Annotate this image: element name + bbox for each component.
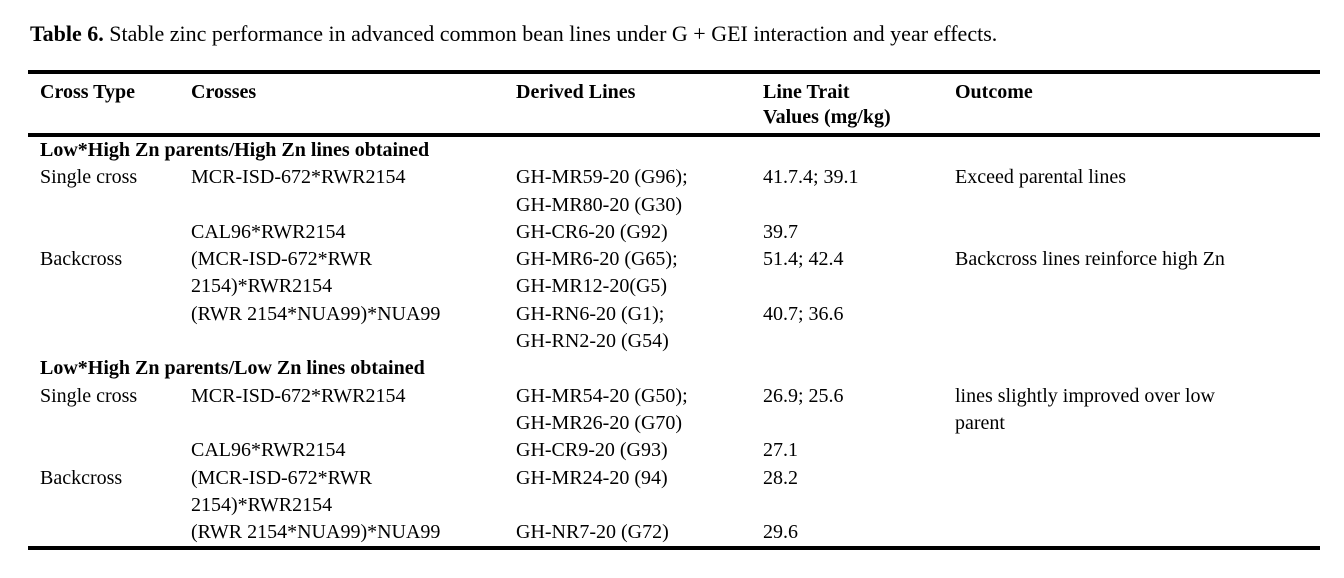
cell-crosses: (RWR 2154*NUA99)*NUA99 [191,521,441,544]
cell-values: 39.7 [763,220,798,243]
section-header-label: Low*High Zn parents/Low Zn lines obtaine… [40,357,425,380]
section-header-label: Low*High Zn parents/High Zn lines obtain… [40,139,430,161]
cell-cross-type: Backcross [40,248,123,271]
cell-cross-type: Single cross [40,166,138,189]
cell-derived-lines: GH-MR6-20 (G65); GH-MR12-20(G5) [516,248,678,298]
table-caption: Table 6. Stable zinc performance in adva… [30,20,1334,48]
cell-outcome [955,437,1320,464]
cell-crosses: MCR-ISD-672*RWR2154 [191,384,406,407]
cell-crosses: CAL96*RWR2154 [191,220,346,243]
header-row: Cross Type Crosses Derived Lines Line Tr… [28,72,1320,137]
cell-crosses: MCR-ISD-672*RWR2154 [191,166,406,189]
cell-crosses: CAL96*RWR2154 [191,439,346,462]
cell-cross-type: Single cross [40,384,138,407]
cell-crosses: (MCR-ISD-672*RWR 2154)*RWR2154 [191,466,373,516]
cell-crosses: (RWR 2154*NUA99)*NUA99 [191,302,441,325]
cell-derived-lines: GH-NR7-20 (G72) [516,521,669,544]
table-row: Single cross MCR-ISD-672*RWR2154 GH-MR59… [28,164,1320,219]
zinc-performance-table: Cross Type Crosses Derived Lines Line Tr… [28,70,1320,551]
cell-outcome: Backcross lines reinforce high Zn [955,248,1225,271]
cell-values: 51.4; 42.4 [763,248,844,271]
cell-values: 41.7.4; 39.1 [763,166,859,189]
table-row: (RWR 2154*NUA99)*NUA99 GH-RN6-20 (G1); G… [28,301,1320,356]
cell-derived-lines: GH-CR6-20 (G92) [516,220,668,243]
table-caption-text: Stable zinc performance in advanced comm… [109,21,998,46]
cell-outcome [955,301,1320,356]
cell-derived-lines: GH-MR54-20 (G50); GH-MR26-20 (G70) [516,384,688,434]
cell-outcome: lines slightly improved over low parent [955,384,1215,434]
cell-cross-type [28,519,191,548]
cell-cross-type [28,219,191,246]
cell-crosses: (MCR-ISD-672*RWR 2154)*RWR2154 [191,248,373,298]
cell-cross-type [28,437,191,464]
cell-outcome [955,519,1320,548]
table-row: (RWR 2154*NUA99)*NUA99 GH-NR7-20 (G72) 2… [28,519,1320,548]
cell-outcome: Exceed parental lines [955,166,1127,189]
table-row: Single cross MCR-ISD-672*RWR2154 GH-MR54… [28,383,1320,438]
cell-outcome [955,219,1320,246]
cell-values: 40.7; 36.6 [763,302,844,325]
section-header-low-zn: Low*High Zn parents/Low Zn lines obtaine… [28,355,1320,382]
cell-derived-lines: GH-CR9-20 (G93) [516,439,668,462]
cell-derived-lines: GH-RN6-20 (G1); GH-RN2-20 (G54) [516,302,669,353]
cell-cross-type: Backcross [40,466,123,489]
column-header-outcome: Outcome [955,72,1320,137]
table-row: CAL96*RWR2154 GH-CR6-20 (G92) 39.7 [28,219,1320,246]
cell-values: 27.1 [763,439,798,462]
section-header-high-zn: Low*High Zn parents/High Zn lines obtain… [28,135,1320,164]
table-row: Backcross (MCR-ISD-672*RWR 2154)*RWR2154… [28,246,1320,301]
table-caption-label: Table 6. [30,21,104,46]
column-header-derived-lines: Derived Lines [516,72,763,137]
table-row: Backcross (MCR-ISD-672*RWR 2154)*RWR2154… [28,465,1320,520]
column-header-line-trait-values: Line Trait Values (mg/kg) [763,72,955,137]
cell-cross-type [28,301,191,356]
column-header-cross-type: Cross Type [28,72,191,137]
cell-values: 26.9; 25.6 [763,384,844,407]
cell-values: 29.6 [763,521,798,544]
cell-derived-lines: GH-MR59-20 (G96); GH-MR80-20 (G30) [516,166,688,216]
column-header-crosses: Crosses [191,72,516,137]
cell-derived-lines: GH-MR24-20 (94) [516,466,668,489]
cell-outcome [955,465,1320,520]
table-row: CAL96*RWR2154 GH-CR9-20 (G93) 27.1 [28,437,1320,464]
cell-values: 28.2 [763,466,798,489]
